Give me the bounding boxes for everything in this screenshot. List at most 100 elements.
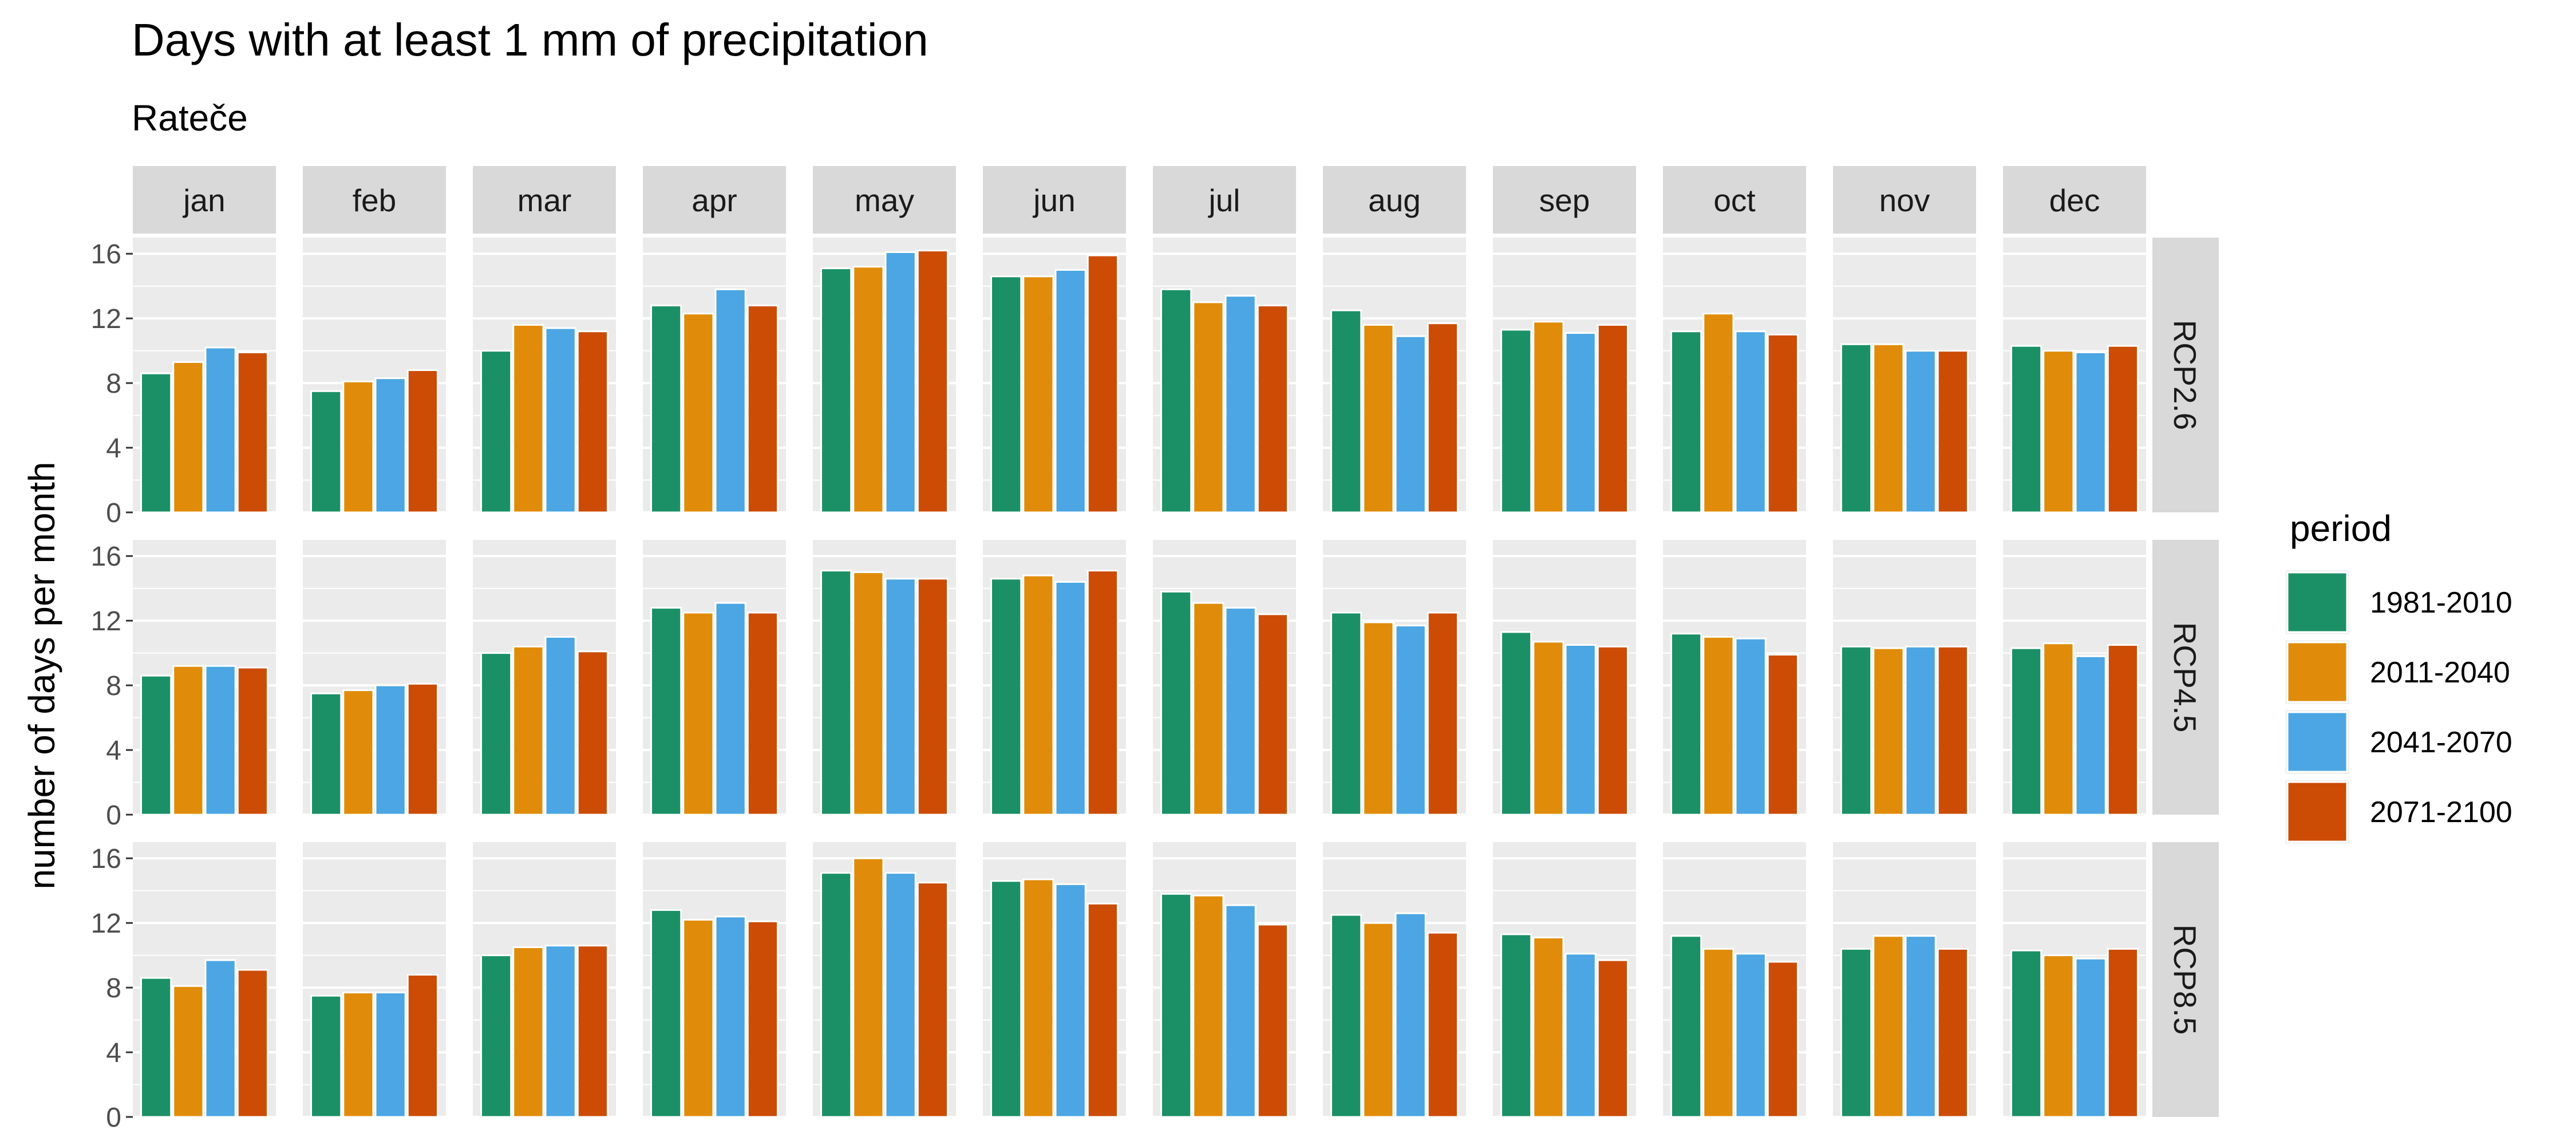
y-tick-label: 12: [91, 304, 121, 334]
bar-RCP2.6-apr-2011-2040: RCP2.6 apr 2011-2040: 12.3: [682, 313, 714, 514]
bar-RCP2.6-jul-2041-2070: RCP2.6 jul 2041-2070: 13.4: [1224, 295, 1257, 514]
bar-RCP4.5-nov-2071-2100: RCP4.5 nov 2071-2100: 10.4: [1937, 645, 1969, 816]
bar-RCP2.6-jun-2071-2100: RCP2.6 jun 2071-2100: 15.9: [1086, 254, 1119, 514]
bar-RCP2.6-nov-2071-2100: RCP2.6 nov 2071-2100: 10: [1937, 350, 1969, 514]
strip-aug: [1323, 166, 1466, 234]
bar-RCP8.5-jun-1981-2010: RCP8.5 jun 1981-2010: 14.6: [990, 880, 1022, 1118]
bar-RCP2.6-jan-2011-2040: RCP2.6 jan 2011-2040: 9.3: [172, 361, 204, 514]
legend-swatch-2071-2100: [2286, 781, 2348, 843]
y-tick-label: 0: [106, 1103, 121, 1133]
bar-RCP8.5-may-2011-2040: RCP8.5 may 2011-2040: 16: [852, 857, 884, 1118]
bar-RCP4.5-feb-2071-2100: RCP4.5 feb 2071-2100: 8.1: [406, 682, 438, 816]
y-tick-label: 12: [91, 606, 121, 637]
bar-RCP8.5-feb-2011-2040: RCP8.5 feb 2011-2040: 7.7: [342, 992, 374, 1118]
bar-RCP2.6-sep-1981-2010: RCP2.6 sep 1981-2010: 11.3: [1500, 329, 1532, 514]
bar-RCP2.6-feb-2041-2070: RCP2.6 feb 2041-2070: 8.3: [374, 377, 406, 514]
strip-label-jun: jun: [1032, 183, 1075, 218]
strip-may: [813, 166, 956, 234]
bar-RCP8.5-dec-2071-2100: RCP8.5 dec 2071-2100: 10.4: [2107, 947, 2139, 1118]
bar-RCP8.5-feb-1981-2010: RCP8.5 feb 1981-2010: 7.5: [310, 994, 342, 1118]
strip-label-aug: aug: [1368, 183, 1421, 218]
strip-RCP8.5: [2152, 842, 2219, 1117]
bar-RCP8.5-aug-2041-2070: RCP8.5 aug 2041-2070: 12.6: [1394, 912, 1427, 1118]
bar-RCP2.6-dec-2011-2040: RCP2.6 dec 2011-2040: 10: [2042, 350, 2075, 514]
bar-RCP8.5-oct-2041-2070: RCP8.5 oct 2041-2070: 10.1: [1735, 953, 1767, 1118]
strip-feb: [303, 166, 446, 234]
bar-RCP8.5-apr-2011-2040: RCP8.5 apr 2011-2040: 12.2: [682, 919, 714, 1118]
bar-RCP2.6-feb-1981-2010: RCP2.6 feb 1981-2010: 7.5: [310, 390, 342, 514]
bar-RCP2.6-oct-2011-2040: RCP2.6 oct 2011-2040: 12.3: [1702, 313, 1735, 514]
bar-RCP4.5-feb-2011-2040: RCP4.5 feb 2011-2040: 7.7: [342, 689, 374, 816]
bar-RCP4.5-may-2011-2040: RCP4.5 may 2011-2040: 15: [852, 571, 884, 816]
y-tick-label: 0: [106, 498, 121, 528]
y-tick-label: 8: [106, 671, 121, 701]
bar-RCP4.5-aug-2071-2100: RCP4.5 aug 2071-2100: 12.5: [1427, 611, 1459, 816]
strip-apr: [643, 166, 786, 234]
bar-RCP8.5-mar-2011-2040: RCP8.5 mar 2011-2040: 10.5: [512, 946, 544, 1118]
bar-RCP8.5-may-2071-2100: RCP8.5 may 2071-2100: 14.5: [916, 882, 949, 1118]
bar-RCP2.6-oct-2041-2070: RCP2.6 oct 2041-2070: 11.2: [1735, 330, 1767, 514]
bar-RCP4.5-jul-2041-2070: RCP4.5 jul 2041-2070: 12.8: [1224, 607, 1257, 816]
bar-RCP2.6-dec-2041-2070: RCP2.6 dec 2041-2070: 9.9: [2075, 351, 2107, 514]
bar-RCP4.5-feb-1981-2010: RCP4.5 feb 1981-2010: 7.5: [310, 692, 342, 816]
bar-RCP2.6-may-1981-2010: RCP2.6 may 1981-2010: 15.1: [820, 267, 852, 514]
bar-RCP2.6-oct-1981-2010: RCP2.6 oct 1981-2010: 11.2: [1670, 330, 1702, 514]
strip-label-sep: sep: [1539, 183, 1590, 218]
bar-RCP2.6-nov-2041-2070: RCP2.6 nov 2041-2070: 10: [1905, 350, 1937, 514]
y-tick-label: 16: [91, 844, 121, 874]
bar-RCP2.6-jun-2011-2040: RCP2.6 jun 2011-2040: 14.6: [1022, 275, 1054, 514]
y-tick-label: 0: [106, 800, 121, 831]
bar-RCP4.5-nov-2011-2040: RCP4.5 nov 2011-2040: 10.3: [1872, 647, 1905, 816]
bar-RCP8.5-oct-2011-2040: RCP8.5 oct 2011-2040: 10.4: [1702, 947, 1735, 1118]
strip-label-RCP2.6: RCP2.6: [2167, 320, 2203, 431]
strip-label-nov: nov: [1879, 183, 1930, 218]
bar-RCP4.5-apr-1981-2010: RCP4.5 apr 1981-2010: 12.8: [650, 607, 682, 816]
bar-RCP4.5-may-1981-2010: RCP4.5 may 1981-2010: 15.1: [820, 570, 852, 816]
bar-RCP8.5-aug-1981-2010: RCP8.5 aug 1981-2010: 12.5: [1330, 914, 1362, 1118]
legend-label-2071-2100: 2071-2100: [2370, 796, 2512, 829]
y-tick-label: 8: [106, 369, 121, 399]
bar-RCP8.5-sep-2011-2040: RCP8.5 sep 2011-2040: 11.1: [1532, 937, 1564, 1118]
bar-RCP8.5-nov-2041-2070: RCP8.5 nov 2041-2070: 11.2: [1905, 935, 1937, 1118]
bar-RCP8.5-jul-2071-2100: RCP8.5 jul 2071-2100: 11.9: [1257, 923, 1289, 1118]
y-tick-label: 8: [106, 973, 121, 1004]
bar-RCP2.6-dec-2071-2100: RCP2.6 dec 2071-2100: 10.3: [2107, 345, 2139, 514]
bar-RCP4.5-mar-1981-2010: RCP4.5 mar 1981-2010: 10: [480, 652, 512, 816]
bar-RCP8.5-jan-2011-2040: RCP8.5 jan 2011-2040: 8.1: [172, 985, 204, 1118]
bar-RCP8.5-mar-2071-2100: RCP8.5 mar 2071-2100: 10.6: [576, 945, 609, 1118]
bar-RCP4.5-dec-2041-2070: RCP4.5 dec 2041-2070: 9.8: [2075, 655, 2107, 816]
facet-panels: jan feb mar apr may jun jul aug sep oct nov dec RCP2…: [91, 166, 2219, 1133]
bar-RCP4.5-apr-2071-2100: RCP4.5 apr 2071-2100: 12.5: [746, 611, 779, 816]
bar-RCP2.6-may-2041-2070: RCP2.6 may 2041-2070: 16.1: [884, 251, 916, 514]
bar-RCP2.6-mar-2041-2070: RCP2.6 mar 2041-2070: 11.4: [544, 327, 576, 514]
bar-RCP4.5-sep-2041-2070: RCP4.5 sep 2041-2070: 10.5: [1564, 644, 1597, 816]
bar-RCP8.5-nov-1981-2010: RCP8.5 nov 1981-2010: 10.4: [1840, 947, 1872, 1118]
strip-label-apr: apr: [692, 183, 737, 218]
legend-swatch-2041-2070: [2286, 711, 2348, 773]
y-tick-label: 12: [91, 909, 121, 939]
chart-subtitle: Rateče: [132, 97, 248, 139]
bar-RCP2.6-feb-2011-2040: RCP2.6 feb 2011-2040: 8.1: [342, 380, 374, 514]
bar-RCP4.5-jan-1981-2010: RCP4.5 jan 1981-2010: 8.6: [140, 674, 172, 816]
bar-RCP4.5-nov-1981-2010: RCP4.5 nov 1981-2010: 10.4: [1840, 645, 1872, 816]
strip-RCP2.6: [2152, 238, 2219, 512]
bar-RCP8.5-apr-2041-2070: RCP8.5 apr 2041-2070: 12.4: [714, 915, 746, 1118]
legend-swatch-1981-2010: [2286, 571, 2348, 633]
bar-RCP8.5-aug-2011-2040: RCP8.5 aug 2011-2040: 12: [1362, 922, 1394, 1118]
legend: period 1981-2010 2011-2040 2041-2070 2071-2…: [2285, 508, 2512, 844]
bar-RCP2.6-feb-2071-2100: RCP2.6 feb 2071-2100: 8.8: [406, 369, 438, 514]
strip-label-feb: feb: [353, 183, 396, 218]
bar-RCP8.5-nov-2011-2040: RCP8.5 nov 2011-2040: 11.2: [1872, 935, 1905, 1118]
strip-label-jan: jan: [182, 183, 225, 218]
strip-jan: [133, 166, 276, 234]
bar-RCP4.5-jun-2071-2100: RCP4.5 jun 2071-2100: 15.1: [1086, 570, 1119, 816]
bar-RCP2.6-jul-2071-2100: RCP2.6 jul 2071-2100: 12.8: [1257, 305, 1289, 514]
bar-RCP4.5-feb-2041-2070: RCP4.5 feb 2041-2070: 8: [374, 684, 406, 816]
strip-label-jul: jul: [1207, 183, 1240, 218]
legend-label-2041-2070: 2041-2070: [2370, 726, 2512, 759]
strip-RCP4.5: [2152, 540, 2219, 815]
bar-RCP4.5-may-2071-2100: RCP4.5 may 2071-2100: 14.6: [916, 578, 949, 816]
bar-RCP2.6-may-2071-2100: RCP2.6 may 2071-2100: 16.2: [916, 250, 949, 514]
bar-RCP2.6-sep-2071-2100: RCP2.6 sep 2071-2100: 11.6: [1597, 323, 1629, 514]
strip-oct: [1663, 166, 1806, 234]
